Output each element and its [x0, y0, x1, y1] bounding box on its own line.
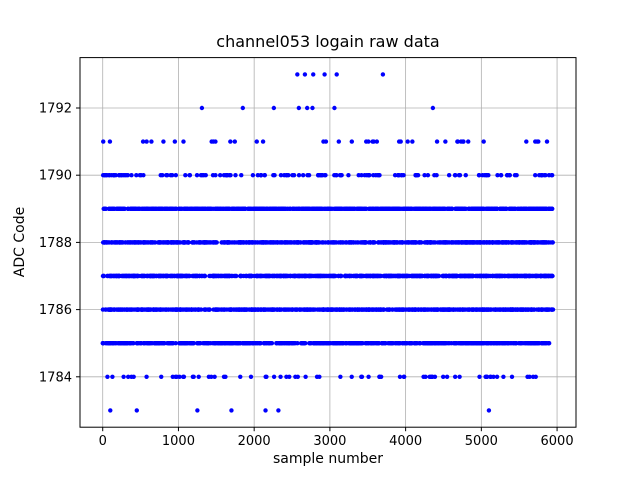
x-tick-label: 0 — [99, 434, 107, 449]
y-tick-label: 1786 — [39, 303, 72, 318]
x-tick-label: 3000 — [313, 434, 346, 449]
y-tick-label: 1792 — [39, 102, 72, 117]
x-tick-label: 5000 — [465, 434, 498, 449]
y-tick-label: 1788 — [39, 236, 72, 251]
x-tick-label: 2000 — [238, 434, 271, 449]
data-points — [100, 72, 556, 413]
y-axis-label: ADC Code — [12, 207, 28, 277]
x-tick-label: 1000 — [162, 434, 195, 449]
x-axis-label: sample number — [273, 451, 383, 467]
y-tick-label: 1784 — [39, 370, 72, 385]
x-tick-label: 4000 — [389, 434, 422, 449]
x-tick-label: 6000 — [541, 434, 574, 449]
y-tick-label: 1790 — [39, 169, 72, 184]
chart-title: channel053 logain raw data — [216, 32, 439, 51]
tick-marks — [76, 107, 558, 432]
tick-labels: 0 1000 2000 3000 4000 5000 6000 1784 1786 1788 179… — [39, 102, 574, 450]
